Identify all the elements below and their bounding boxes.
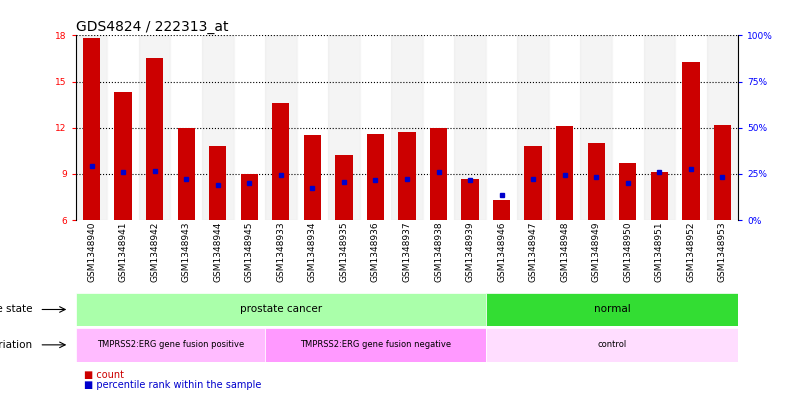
Bar: [108, 35, 139, 220]
Bar: [171, 35, 202, 220]
Text: TMPRSS2:ERG gene fusion negative: TMPRSS2:ERG gene fusion negative: [300, 340, 451, 349]
Bar: [454, 35, 486, 220]
Text: GDS4824 / 222313_at: GDS4824 / 222313_at: [76, 20, 228, 34]
Text: prostate cancer: prostate cancer: [239, 305, 322, 314]
Bar: [265, 35, 297, 220]
Bar: [335, 156, 353, 220]
Bar: [713, 125, 731, 220]
Bar: [517, 35, 549, 220]
Bar: [706, 35, 738, 220]
Bar: [682, 62, 700, 220]
Bar: [486, 293, 738, 326]
Bar: [524, 146, 542, 220]
Text: genotype/variation: genotype/variation: [0, 340, 33, 350]
Bar: [486, 35, 517, 220]
Bar: [430, 128, 447, 220]
Bar: [493, 200, 510, 220]
Text: TMPRSS2:ERG gene fusion positive: TMPRSS2:ERG gene fusion positive: [97, 340, 244, 349]
Bar: [650, 173, 668, 220]
Bar: [675, 35, 706, 220]
Bar: [76, 328, 265, 362]
Bar: [619, 163, 637, 220]
Bar: [76, 293, 486, 326]
Bar: [146, 59, 164, 220]
Bar: [209, 146, 227, 220]
Text: disease state: disease state: [0, 305, 33, 314]
Bar: [360, 35, 391, 220]
Bar: [241, 174, 258, 220]
Bar: [328, 35, 360, 220]
Bar: [549, 35, 580, 220]
Bar: [234, 35, 265, 220]
Bar: [297, 35, 328, 220]
Bar: [423, 35, 454, 220]
Bar: [587, 143, 605, 220]
Text: ■ count: ■ count: [84, 370, 124, 380]
Text: normal: normal: [594, 305, 630, 314]
Bar: [643, 35, 675, 220]
Text: control: control: [598, 340, 626, 349]
Text: ■ percentile rank within the sample: ■ percentile rank within the sample: [84, 380, 261, 390]
Bar: [76, 35, 108, 220]
Bar: [391, 35, 423, 220]
Bar: [265, 328, 486, 362]
Bar: [304, 136, 321, 220]
Bar: [202, 35, 234, 220]
Bar: [139, 35, 171, 220]
Bar: [177, 128, 195, 220]
Bar: [612, 35, 643, 220]
Bar: [556, 126, 573, 220]
Bar: [398, 132, 416, 220]
Bar: [367, 134, 384, 220]
Bar: [461, 178, 479, 220]
Bar: [580, 35, 612, 220]
Bar: [83, 39, 101, 220]
Bar: [114, 92, 132, 220]
Bar: [486, 328, 738, 362]
Bar: [272, 103, 290, 220]
